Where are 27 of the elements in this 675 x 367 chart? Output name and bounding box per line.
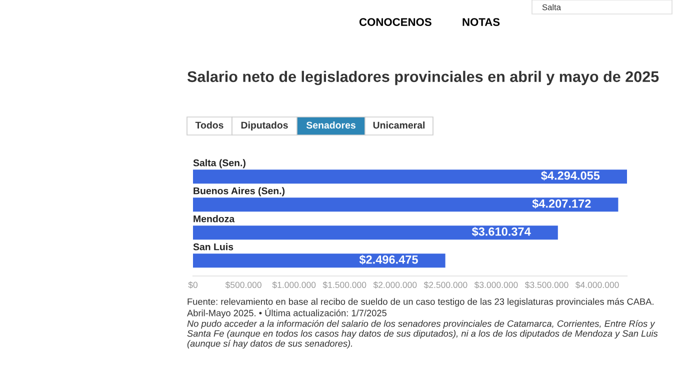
source-note: Fuente: relevamiento en base al recibo de sueldo de un caso testigo de las 23 legislaturas provinciales más CABA. Abril-Mayo 2025. • Última actualización: 1/7/2025 — [187, 298, 654, 318]
data-label: $4.294.055 — [541, 170, 600, 181]
x-tick-label: $2.000.000 — [373, 281, 417, 289]
y-tick-label: Mendoza — [194, 215, 235, 222]
data-label: $4.207.172 — [532, 198, 591, 209]
chart-title: Salario neto de legisladores provinciales en abril y mayo de 2025 — [187, 70, 659, 86]
text: No pudo acceder a la información del salario de los senadores provinciales de Catamarca, Corrientes, Entre Ríos y Santa Fe (aunque en todos los casos hay datos de sus diputados), ni a los de los diputados de Mendoza y San Luis (aunque sí hay datos de sus senadores). — [187, 320, 658, 349]
x-tick-label: $4.000.000 — [575, 281, 619, 289]
y-tick-label: Salta (Sen.) — [193, 159, 246, 168]
y-tick-label: Buenos Aires (Sen.) — [194, 187, 285, 196]
x-tick-label: $1.500.000 — [322, 281, 366, 289]
text: Salta — [542, 4, 561, 10]
data-label: $2.496.475 — [359, 254, 418, 265]
x-tick-label: $3.000.000 — [474, 281, 518, 289]
text: NOTAS — [462, 18, 500, 26]
text: CONOCENOS — [359, 18, 432, 26]
x-tick-label: $3.500.000 — [524, 281, 568, 289]
x-tick-label: $1.000.000 — [272, 281, 316, 289]
x-tick-label: $500.000 — [225, 281, 262, 289]
text: Senadores — [306, 121, 356, 129]
x-tick-label: $0 — [188, 281, 198, 289]
text: Diputados — [241, 121, 288, 131]
data-label: $3.610.374 — [472, 226, 531, 237]
text: Todos — [195, 121, 224, 129]
text: Unicameral — [373, 121, 425, 129]
x-tick-label: $2.500.000 — [424, 281, 468, 289]
y-tick-label: San Luis — [193, 243, 234, 250]
